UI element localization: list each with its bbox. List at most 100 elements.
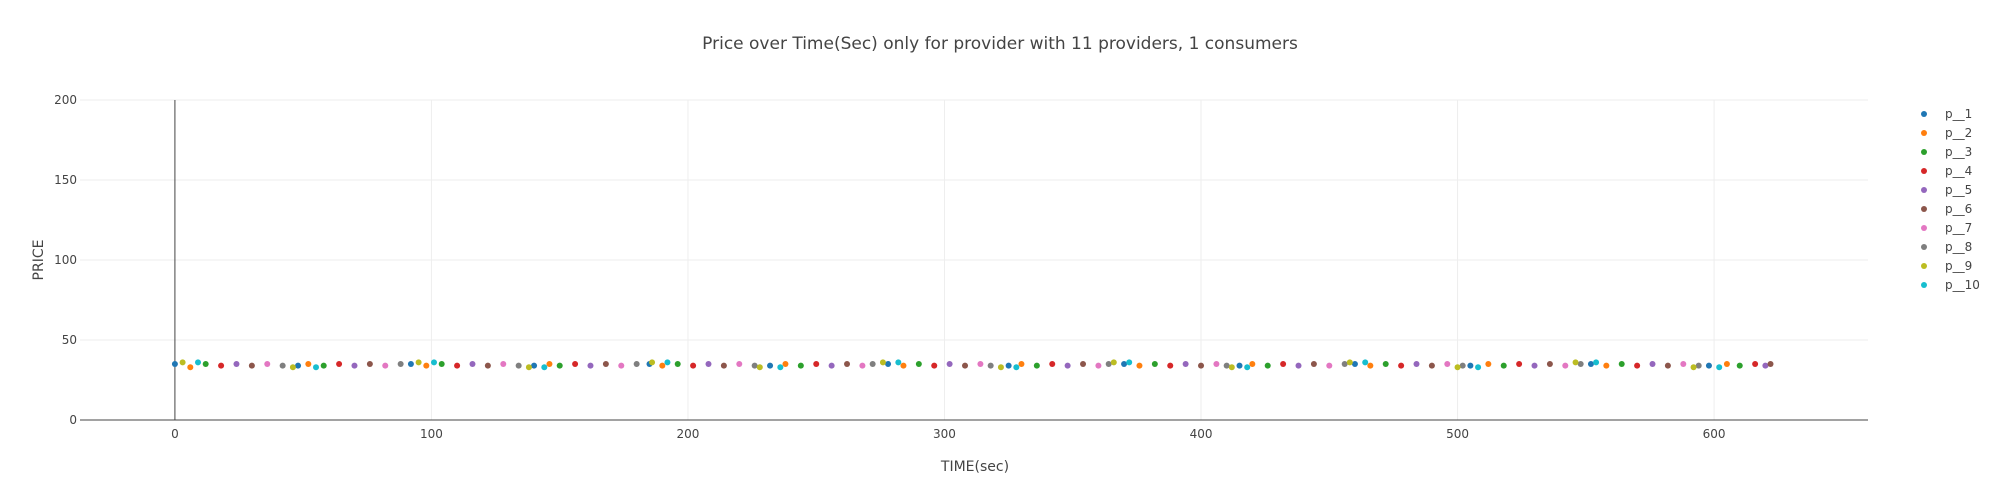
data-point [885,361,892,367]
y-tick-label: 150 [54,173,77,187]
data-point [1762,362,1769,369]
data-point [859,362,866,369]
data-point [366,361,373,367]
data-point [233,361,240,367]
data-point [1249,361,1256,367]
legend-marker [1921,187,1927,193]
data-point [1295,362,1302,369]
data-point [1367,362,1374,369]
data-point [674,361,681,367]
data-point [1572,359,1579,366]
data-point [962,362,969,369]
data-point [541,364,548,371]
x-tick-label: 600 [1703,427,1726,441]
legend-marker [1921,168,1927,174]
data-point [1516,361,1523,367]
data-point [289,364,296,371]
data-point [1723,361,1730,367]
legend-label: p__7 [1945,221,1972,235]
x-tick-label: 500 [1446,427,1469,441]
data-point [1603,362,1610,369]
data-point [664,359,671,366]
data-point [618,362,625,369]
y-tick-label: 50 [62,333,77,347]
legend-marker [1921,263,1927,269]
data-point [531,362,538,369]
legend-label: p__5 [1945,183,1972,197]
data-point [295,362,302,369]
data-point [1680,361,1687,367]
legend-marker [1921,206,1927,212]
data-point [415,359,422,366]
data-point [1413,361,1420,367]
data-point [659,362,666,369]
data-point [844,361,851,367]
legend-label: p__2 [1945,126,1972,140]
legend: p__1 p__2 p__3 p__4 p__5 p__6 p__7 p__8 p__9 p__1… [1921,107,1980,292]
y-axis-label: PRICE [31,240,47,281]
data-point [336,361,343,367]
data-point [1428,362,1435,369]
data-point [690,362,697,369]
data-point [1690,364,1697,371]
data-point [587,362,594,369]
data-point [264,361,271,367]
data-points [171,359,1774,371]
data-point [171,361,178,367]
data-point [305,361,312,367]
data-point [869,361,876,367]
legend-label: p__10 [1945,278,1980,292]
data-point [1121,361,1128,367]
legend-label: p__3 [1945,145,1972,159]
data-point [813,361,820,367]
data-point [351,362,358,369]
data-point [1752,361,1759,367]
grid [80,99,1868,420]
data-point [777,364,784,371]
legend-label: p__6 [1945,202,1972,216]
x-tick-label: 400 [1190,427,1213,441]
data-point [879,359,886,366]
data-point [218,362,225,369]
data-point [767,362,774,369]
data-point [1531,362,1538,369]
data-point [1485,361,1492,367]
data-point [649,359,656,366]
data-point [438,361,445,367]
data-point [1136,362,1143,369]
data-point [1236,362,1243,369]
x-tick-label: 200 [677,427,700,441]
data-point [602,361,609,367]
data-point [915,361,922,367]
data-point [1716,364,1723,371]
data-point [382,362,389,369]
data-point [1593,359,1600,366]
chart-title: Price over Time(Sec) only for provider w… [702,34,1298,54]
data-point [977,361,984,367]
data-point [751,362,758,369]
data-point [397,361,404,367]
data-point [1467,362,1474,369]
data-point [797,362,804,369]
data-point [202,361,209,367]
data-point [987,362,994,369]
legend-label: p__9 [1945,259,1972,273]
data-point [484,362,491,369]
data-point [1280,361,1287,367]
data-point [1695,362,1702,369]
data-point [1398,362,1405,369]
data-point [1213,361,1220,367]
data-point [556,362,563,369]
data-point [1587,361,1594,367]
data-point [1362,359,1369,366]
data-point [1167,362,1174,369]
data-point [572,361,579,367]
data-point [1475,364,1482,371]
data-point [1013,364,1020,371]
data-point [1105,361,1112,367]
data-point [1310,361,1317,367]
data-point [248,362,255,369]
data-point [1095,362,1102,369]
data-point [525,364,532,371]
legend-label: p__8 [1945,240,1972,254]
